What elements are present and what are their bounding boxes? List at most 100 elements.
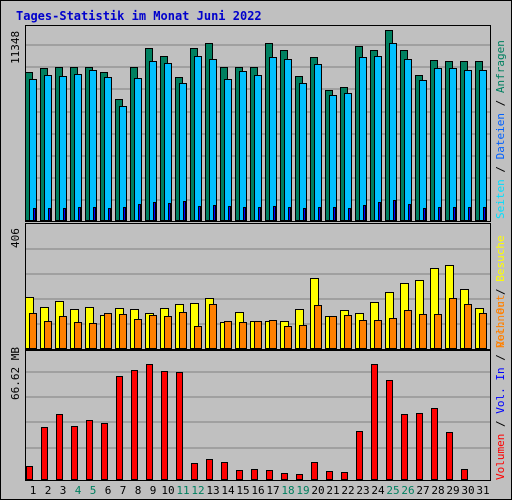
bar-dateien (284, 59, 292, 221)
bar-rechner (224, 321, 232, 349)
bar-volumen (146, 364, 153, 480)
bar-dateien (434, 68, 442, 221)
x-tick-label: 26 (401, 484, 414, 497)
x-tick-label: 11 (176, 484, 189, 497)
bar-volumen (266, 470, 273, 480)
x-tick-label: 18 (281, 484, 294, 497)
bar-rechner (389, 318, 397, 349)
bar-seiten (138, 204, 141, 221)
x-tick-label: 28 (431, 484, 444, 497)
bar-seiten (303, 208, 306, 221)
bar-seiten (48, 208, 51, 221)
bar-dateien (449, 68, 457, 221)
bar-volumen (371, 364, 378, 480)
bar-dateien (344, 93, 352, 221)
bar-rechner (179, 312, 187, 349)
bar-seiten (378, 202, 381, 221)
bar-dateien (314, 64, 322, 221)
bar-rechner (464, 304, 472, 349)
bar-dateien (29, 79, 37, 221)
bar-dateien (134, 78, 142, 221)
bar-rechner (164, 316, 172, 349)
y-label-visits: 406 (9, 228, 22, 248)
bar-dateien (89, 70, 97, 221)
legend-visits: Rechner / Besuche (494, 235, 507, 348)
x-tick-label: 19 (296, 484, 309, 497)
bar-dateien (164, 63, 172, 221)
bar-rechner (149, 315, 157, 349)
bar-seiten (483, 207, 486, 221)
bar-seiten (93, 207, 96, 221)
bar-seiten (393, 200, 396, 221)
legend-volumen: Volumen (494, 434, 507, 480)
bar-volumen (191, 463, 198, 480)
bar-dateien (209, 59, 217, 221)
bar-seiten (198, 206, 201, 221)
bar-rechner (239, 322, 247, 349)
x-tick-labels: 1 2 3 4 5 6 7 8 9 10 11 12 13 14 15 16 17 18 19 20 21 22 23 24 2… (30, 484, 490, 497)
x-tick-label: 12 (191, 484, 204, 497)
x-tick-label: 16 (251, 484, 264, 497)
bar-dateien (254, 75, 262, 221)
bar-volumen (71, 426, 78, 480)
x-tick-label: 1 (30, 484, 37, 497)
bar-volumen (431, 408, 438, 480)
bar-rechner (419, 314, 427, 349)
x-tick-label: 14 (221, 484, 235, 497)
bar-rechner (404, 310, 412, 349)
legend-volume: Volumen / Vol. In / Vol. Out (494, 295, 507, 480)
bar-volumen (56, 414, 63, 480)
bar-rechner (119, 314, 127, 349)
bar-rechner (479, 313, 487, 349)
bar-rechner (59, 316, 67, 349)
y-label-volume: 66.62 MB (9, 347, 22, 400)
bar-dateien (479, 70, 487, 221)
bar-seiten (228, 206, 231, 221)
x-tick-label: 30 (461, 484, 474, 497)
bar-volumen (401, 414, 408, 480)
bar-dateien (59, 76, 67, 221)
legend-seiten: Seiten (494, 179, 507, 219)
legend-sep: / (494, 159, 507, 179)
bar-volumen (311, 462, 318, 480)
bar-dateien (119, 106, 127, 221)
bar-volumen (461, 469, 468, 480)
y-label-hits: 11348 (9, 31, 22, 64)
x-tick-label: 29 (446, 484, 459, 497)
bar-volumen (161, 371, 168, 480)
legend-sep: / (494, 414, 507, 434)
bar-seiten (423, 208, 426, 221)
x-tick-label: 25 (386, 484, 399, 497)
bar-volumen (281, 473, 288, 480)
bar-dateien (149, 61, 157, 221)
legend-vol-in: Vol. In (494, 367, 507, 413)
bar-seiten (363, 205, 366, 221)
legend-sep: / (494, 93, 507, 113)
x-tick-label: 10 (161, 484, 174, 497)
x-tick-label: 21 (326, 484, 339, 497)
x-tick-label: 8 (135, 484, 142, 497)
x-tick-label: 22 (341, 484, 354, 497)
bar-seiten (318, 207, 321, 221)
bar-seiten (213, 205, 216, 221)
bar-seiten (78, 207, 81, 221)
x-tick-label: 31 (476, 484, 489, 497)
bar-rechner (104, 313, 112, 349)
legend-sep: / (494, 282, 507, 302)
bar-volumen (386, 380, 393, 480)
bar-rechner (299, 325, 307, 349)
bar-volumen (176, 372, 183, 480)
x-tick-label: 5 (90, 484, 97, 497)
bar-rechner (359, 320, 367, 349)
x-tick-label: 17 (266, 484, 279, 497)
x-tick-label: 24 (371, 484, 385, 497)
legend-anfragen: Anfragen (494, 40, 507, 93)
bar-rechner (209, 304, 217, 349)
bar-seiten (288, 207, 291, 221)
bar-volumen (131, 370, 138, 480)
bar-rechner (284, 326, 292, 349)
bar-rechner (74, 322, 82, 349)
bar-volumen (326, 471, 333, 480)
bar-seiten (438, 207, 441, 221)
legend-hits: Seiten / Dateien / Anfragen (494, 40, 507, 219)
